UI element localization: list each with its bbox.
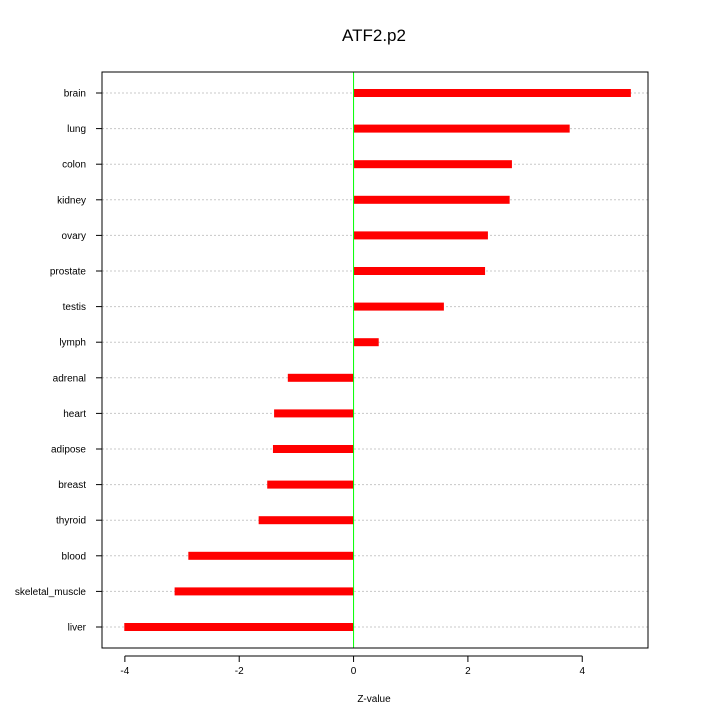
category-label: heart [63, 409, 86, 420]
x-tick-label: 4 [579, 666, 585, 677]
category-label: kidney [57, 195, 86, 206]
bar-heart [274, 409, 354, 418]
x-axis: -4 -2 0 2 4 [120, 655, 585, 677]
category-label: breast [58, 480, 86, 491]
x-tick-label: -4 [120, 666, 129, 677]
category-label: lung [67, 124, 86, 135]
bar-testis [353, 302, 444, 311]
bar-layer [124, 89, 631, 631]
bar-lung [353, 124, 570, 133]
category-labels: brain lung colon kidney ovary prostate testis l… [15, 89, 102, 634]
x-tick-label: 0 [351, 666, 357, 677]
bar-thyroid [258, 516, 354, 525]
category-label: testis [63, 302, 86, 313]
category-label: lymph [59, 338, 86, 349]
bar-lymph [353, 338, 379, 347]
x-axis-label: Z-value [357, 694, 391, 705]
category-label: colon [62, 160, 86, 171]
grid-layer [102, 92, 648, 628]
category-label: thyroid [56, 516, 86, 527]
bar-kidney [353, 195, 510, 204]
category-label: skeletal_muscle [15, 587, 87, 598]
x-tick-label: -2 [235, 666, 244, 677]
chart-title: ATF2.p2 [342, 26, 406, 45]
bar-breast [267, 480, 354, 489]
bar-liver [124, 623, 354, 631]
bar-brain [353, 89, 631, 97]
bar-ovary [353, 231, 488, 240]
bar-prostate [353, 267, 486, 275]
bar-adrenal [287, 373, 354, 382]
category-label: ovary [62, 231, 86, 242]
plot-frame [101, 71, 649, 649]
category-label: liver [68, 623, 87, 634]
bar-adipose [272, 445, 354, 453]
category-label: adipose [51, 445, 86, 456]
category-label: prostate [50, 267, 87, 278]
bar-skeletal_muscle [174, 587, 354, 596]
x-tick-label: 2 [465, 666, 471, 677]
category-label: adrenal [53, 373, 86, 384]
category-label: brain [64, 89, 86, 100]
bar-blood [188, 551, 354, 560]
bar-colon [353, 160, 512, 169]
category-label: blood [62, 551, 86, 562]
